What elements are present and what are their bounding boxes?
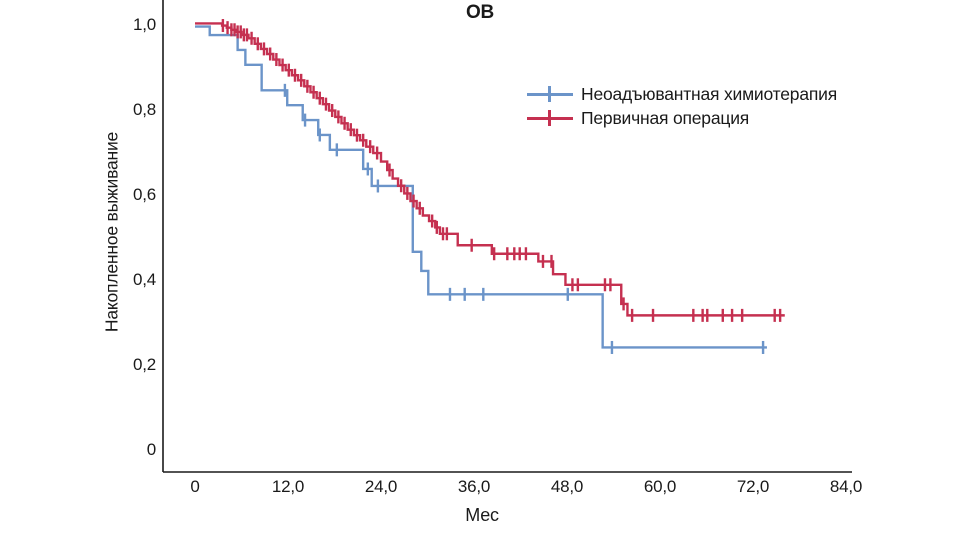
censored-line-swatch-icon xyxy=(527,86,573,102)
x-tick-label: 72,0 xyxy=(736,477,770,496)
legend-censor-tick-blue xyxy=(548,86,551,102)
y-tick-label: 0,8 xyxy=(132,100,156,119)
x-tick-label: 12,0 xyxy=(271,477,305,496)
x-tick-label: 60,0 xyxy=(643,477,677,496)
x-axis-title: Мес xyxy=(465,505,499,525)
y-tick-label: 0,6 xyxy=(132,185,156,204)
y-axis-title: Накопленное выживание xyxy=(101,131,122,333)
legend-label: Неоадъювантная химиотерапия xyxy=(581,83,837,104)
y-tick-label: 0,2 xyxy=(132,355,156,374)
legend-label: Первичная операция xyxy=(581,107,750,128)
y-tick-label: 0 xyxy=(146,440,156,459)
x-tick-label: 0 xyxy=(190,477,200,496)
x-tick-label: 48,0 xyxy=(550,477,584,496)
legend: Неоадъювантная химиотерапия Первичная оп… xyxy=(527,82,837,130)
y-tick-label: 1,0 xyxy=(132,15,156,34)
legend-item-primary-surgery: Первичная операция xyxy=(527,106,837,130)
chart-title: ОВ xyxy=(465,2,495,23)
x-tick-label: 36,0 xyxy=(457,477,491,496)
x-tick-label: 24,0 xyxy=(364,477,398,496)
censored-line-swatch-icon xyxy=(527,110,573,126)
y-tick-label: 0,4 xyxy=(132,270,156,289)
legend-item-neoadjuvant-chemo: Неоадъювантная химиотерапия xyxy=(527,82,837,106)
legend-censor-tick-red xyxy=(548,110,551,126)
x-tick-label: 84,0 xyxy=(829,477,863,496)
